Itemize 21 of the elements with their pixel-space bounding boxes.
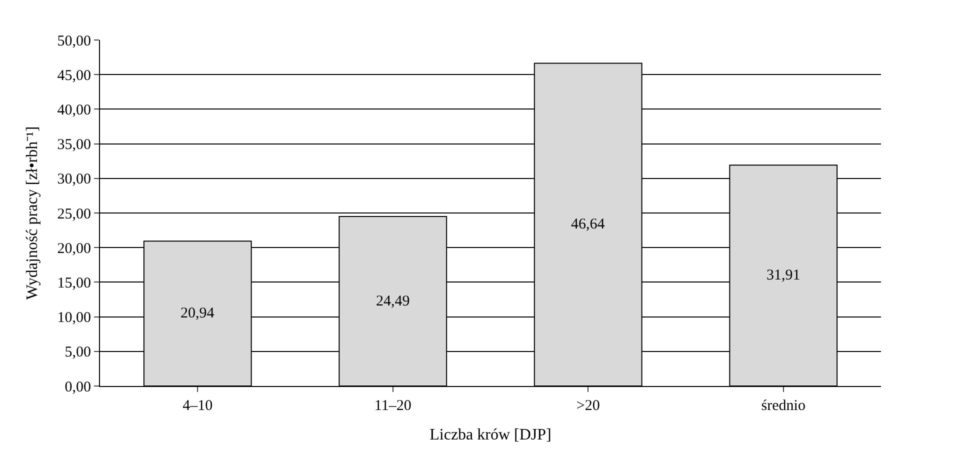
y-tick-label: 45,00: [57, 68, 91, 84]
y-tick-label: 30,00: [57, 172, 91, 188]
x-tick-label: 4–10: [182, 398, 213, 414]
data-label: 20,94: [180, 306, 215, 322]
y-tick-label: 20,00: [57, 240, 91, 257]
x-tick-label: >20: [576, 398, 600, 414]
data-label: 24,49: [376, 293, 410, 310]
x-axis-title: Liczba krów [DJP]: [430, 426, 552, 444]
y-tick-label: 25,00: [57, 206, 91, 222]
x-tick-label: średnio: [761, 398, 806, 414]
y-tick-label: 0,00: [64, 379, 91, 396]
data-label: 31,91: [766, 268, 800, 284]
y-tick-label: 10,00: [57, 310, 91, 326]
y-axis-title: Wydajność pracy [zł•rbh⁻¹]: [24, 126, 42, 300]
y-tick-label: 40,00: [57, 102, 91, 118]
y-tick-label: 50,00: [57, 33, 91, 50]
y-tick-label: 15,00: [57, 275, 91, 292]
y-tick-label: 35,00: [57, 137, 91, 154]
data-label: 46,64: [571, 216, 606, 233]
x-tick-label: 11–20: [374, 398, 412, 414]
y-tick-label: 5,00: [64, 344, 91, 361]
